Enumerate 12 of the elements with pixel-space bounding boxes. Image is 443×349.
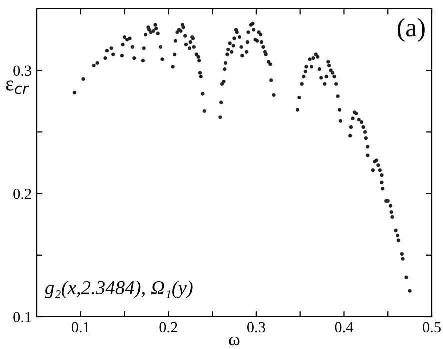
x-tick-label: 0.3 [247,322,266,333]
y-tick-label: 0.3 [14,66,32,76]
y-tick-label: 0.2 [14,188,32,200]
x-axis-title: ω [229,337,240,346]
annotation: (a) [398,18,425,42]
x-tick-label: 0.2 [160,322,178,333]
y-tick-label: 0.1 [14,312,32,323]
annotation: g₂(x,2.3484), Ω₁(y) [44,280,193,299]
x-tick-label: 0.5 [423,322,441,333]
x-tick-label: 0.4 [335,322,354,333]
y-axis-title: ε$_{cr}$ [6,80,30,94]
x-tick-label: 0.1 [72,322,90,333]
